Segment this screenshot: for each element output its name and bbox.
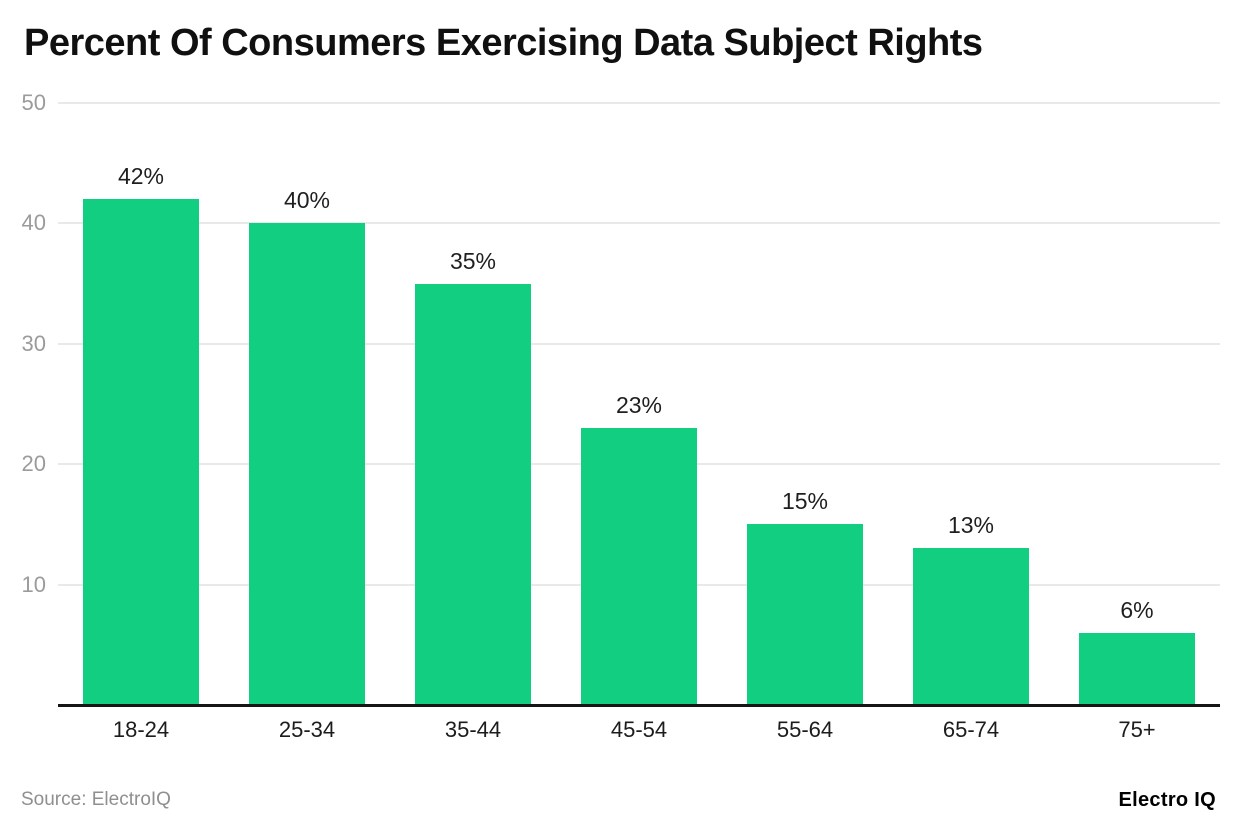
value-label-65-74: 13%	[947, 512, 995, 539]
bar-35-44	[415, 283, 531, 705]
bar-65-74	[913, 548, 1029, 705]
brand-logo: Electro IQ	[1118, 789, 1216, 811]
y-tick-label-50: 50	[21, 90, 46, 115]
x-axis-line	[58, 704, 1220, 707]
bar-45-54	[581, 428, 697, 705]
gridline-50	[58, 102, 1220, 104]
x-tick-label-65-74: 65-74	[942, 717, 1000, 742]
x-tick-label-25-34: 25-34	[278, 717, 336, 742]
y-tick-label-20: 20	[21, 451, 46, 477]
gridline-40	[58, 222, 1220, 225]
gridline-30	[58, 342, 1220, 345]
y-tick-label-40: 40	[21, 210, 46, 236]
bar-75+	[1079, 632, 1195, 705]
bar-25-34	[249, 223, 365, 705]
bar-18-24	[83, 199, 199, 705]
value-label-75+: 6%	[1120, 596, 1154, 623]
x-tick-label-18-24: 18-24	[112, 717, 170, 742]
value-label-45-54: 23%	[615, 392, 663, 419]
x-tick-label-55-64: 55-64	[776, 717, 834, 742]
chart-title: Percent Of Consumers Exercising Data Sub…	[24, 22, 983, 64]
x-tick-label-75+: 75+	[1118, 717, 1156, 742]
x-tick-label-35-44: 35-44	[444, 717, 502, 742]
value-label-35-44: 35%	[449, 247, 497, 274]
source-note: Source: ElectroIQ	[21, 789, 171, 810]
plot-area: 42% 40% 35% 23% 15% 13% 6%	[58, 102, 1220, 707]
bar-55-64	[747, 524, 863, 705]
y-tick-label-30: 30	[21, 330, 46, 356]
value-label-55-64: 15%	[781, 488, 829, 515]
value-label-25-34: 40%	[283, 187, 331, 214]
y-tick-label-10: 10	[21, 571, 46, 597]
x-tick-label-45-54: 45-54	[610, 717, 668, 742]
value-label-18-24: 42%	[117, 163, 165, 190]
